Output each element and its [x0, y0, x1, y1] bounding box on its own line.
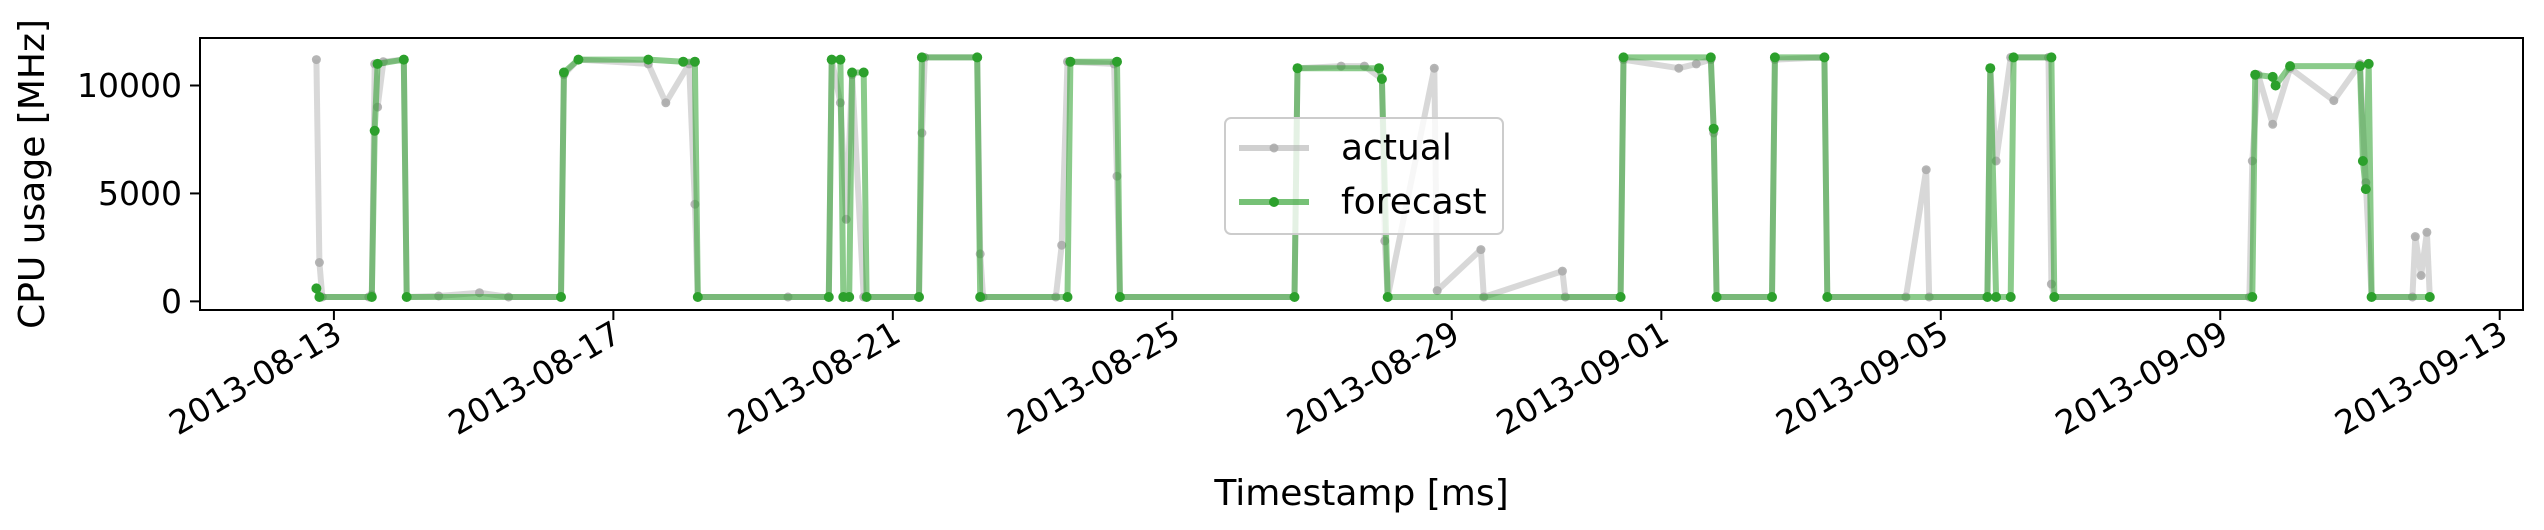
data-point	[678, 56, 689, 67]
data-point	[1691, 59, 1701, 69]
data-point	[1767, 292, 1777, 302]
data-point	[2355, 61, 2365, 72]
data-point	[1822, 292, 1833, 302]
data-point	[2247, 292, 2258, 302]
data-point	[2267, 71, 2278, 82]
data-point	[2357, 156, 2368, 166]
plot-frame	[199, 37, 2524, 311]
data-point	[2250, 69, 2261, 80]
data-point	[1376, 74, 1387, 84]
legend-marker-forecast	[1269, 197, 1279, 207]
data-point	[1991, 292, 2002, 302]
data-point	[858, 67, 869, 78]
data-point	[2008, 52, 2019, 63]
data-point	[1429, 63, 1439, 73]
data-point	[661, 98, 671, 108]
data-point	[366, 292, 377, 302]
data-point	[835, 54, 846, 65]
data-point	[1432, 286, 1442, 296]
data-point	[2360, 184, 2371, 195]
data-point	[1112, 56, 1122, 67]
data-point	[1819, 52, 1830, 63]
data-point	[1557, 266, 1567, 276]
data-point	[689, 56, 700, 67]
data-point	[916, 52, 927, 63]
y-tick-label: 10000	[77, 66, 182, 105]
data-point	[2416, 271, 2426, 280]
data-point	[311, 283, 322, 294]
data-point	[558, 67, 569, 78]
data-point	[1982, 292, 1993, 302]
data-point	[1708, 123, 1719, 134]
data-point	[1292, 63, 1303, 74]
data-point	[847, 67, 858, 78]
data-point	[398, 54, 409, 65]
data-point	[369, 125, 380, 136]
data-point	[1057, 240, 1067, 250]
data-point	[2422, 227, 2432, 237]
data-point	[2424, 292, 2435, 302]
data-point	[2005, 292, 2016, 302]
y-tick-label: 0	[161, 282, 182, 321]
data-point	[844, 292, 855, 302]
data-point	[1769, 52, 1780, 63]
data-point	[914, 292, 924, 302]
data-point	[2329, 96, 2339, 106]
data-point	[823, 292, 834, 302]
y-tick-label: 5000	[98, 174, 182, 213]
y-axis: 0 5000 10000	[77, 66, 200, 321]
data-point	[556, 292, 566, 302]
data-point	[311, 55, 321, 65]
data-point	[972, 52, 983, 63]
data-point	[2049, 292, 2060, 302]
data-point	[1374, 63, 1384, 74]
data-point	[1289, 292, 1300, 302]
data-point	[975, 292, 986, 302]
data-point	[1382, 292, 1393, 302]
legend-label-actual: actual	[1341, 128, 1452, 169]
data-point	[2270, 80, 2281, 91]
legend: actual forecast	[1224, 117, 1504, 235]
data-point	[314, 292, 325, 302]
data-point	[401, 292, 412, 302]
data-point	[2410, 232, 2420, 242]
data-point	[643, 54, 654, 65]
x-axis-label: Timestamp [ms]	[1213, 473, 1508, 514]
data-point	[1114, 292, 1125, 302]
data-point	[2285, 61, 2296, 72]
y-axis-label: CPU usage [MHz]	[12, 19, 53, 329]
data-point	[861, 292, 872, 302]
data-point	[372, 58, 383, 69]
data-point	[1062, 292, 1073, 302]
data-point	[1921, 165, 1931, 175]
legend-marker-actual	[1269, 143, 1279, 153]
data-point	[2268, 119, 2278, 129]
data-point	[1985, 63, 1996, 74]
data-point	[1618, 52, 1629, 63]
data-point	[692, 292, 703, 302]
data-point	[314, 258, 324, 267]
data-point	[2363, 58, 2374, 69]
data-point	[1674, 63, 1684, 73]
data-point	[2366, 292, 2377, 302]
data-point	[2046, 52, 2057, 63]
data-point	[1476, 245, 1486, 255]
data-point	[1615, 292, 1626, 302]
data-point	[1711, 292, 1722, 302]
data-point	[573, 54, 584, 65]
data-point	[826, 54, 837, 65]
data-point	[1065, 56, 1076, 67]
data-point	[1705, 52, 1716, 63]
legend-label-forecast: forecast	[1341, 182, 1487, 223]
